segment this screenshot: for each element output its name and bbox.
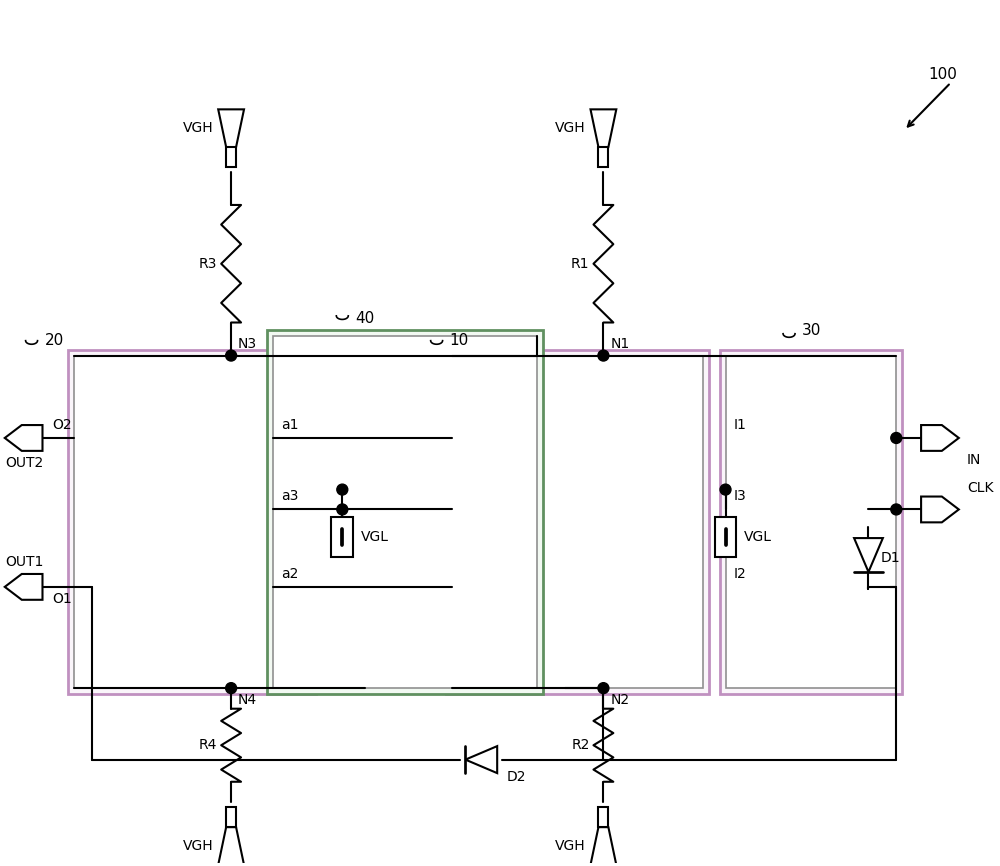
Text: a1: a1 [281,418,298,432]
Text: R3: R3 [199,256,217,271]
Text: I2: I2 [733,567,746,581]
Text: 40: 40 [355,312,374,326]
Bar [273,336,537,688]
Text: 10: 10 [450,333,469,348]
Text: R2: R2 [571,738,590,753]
Polygon shape [226,807,236,827]
Bar [331,517,353,557]
Polygon shape [598,807,608,827]
Text: O1: O1 [52,591,72,606]
Text: VGL: VGL [361,530,389,544]
Polygon shape [598,147,608,167]
Polygon shape [226,147,236,167]
Text: D1: D1 [880,551,900,565]
Text: O2: O2 [52,418,72,432]
Polygon shape [5,574,42,600]
Circle shape [891,504,902,515]
Bar [715,517,736,557]
Polygon shape [218,109,244,147]
Polygon shape [921,496,959,522]
Bar [446,350,709,695]
Bar [267,330,543,695]
Circle shape [337,504,348,515]
Text: a3: a3 [281,489,298,503]
Circle shape [226,350,237,361]
Polygon shape [591,109,616,147]
Bar [74,356,311,688]
Text: I1: I1 [733,418,746,432]
Polygon shape [854,538,883,572]
Circle shape [598,682,609,694]
Polygon shape [5,425,42,451]
Text: 100: 100 [928,67,957,82]
Circle shape [891,432,902,443]
Text: OUT2: OUT2 [5,456,43,470]
Text: IN: IN [967,453,981,467]
Text: VGH: VGH [555,121,586,135]
Circle shape [226,682,237,694]
Text: D2: D2 [507,770,527,784]
Circle shape [720,484,731,495]
Polygon shape [218,827,244,865]
Text: VGL: VGL [744,530,772,544]
Text: N1: N1 [610,337,630,351]
Text: R4: R4 [199,738,217,753]
Text: VGH: VGH [183,839,213,853]
Bar [452,356,703,688]
Text: VGH: VGH [555,839,586,853]
Text: R1: R1 [571,256,590,271]
Text: 30: 30 [802,323,821,339]
Text: OUT1: OUT1 [5,555,43,569]
Polygon shape [921,425,959,451]
Bar [68,350,316,695]
Text: CLK: CLK [967,481,993,494]
Polygon shape [591,827,616,865]
Bar [726,356,896,688]
Text: 20: 20 [44,333,64,348]
Text: I3: I3 [733,489,746,503]
Circle shape [337,484,348,495]
Text: VGH: VGH [183,121,213,135]
Text: N2: N2 [610,693,629,708]
Circle shape [598,350,609,361]
Polygon shape [465,746,497,773]
Text: a2: a2 [281,567,298,581]
Text: N3: N3 [238,337,257,351]
Text: N4: N4 [238,693,257,708]
Bar [720,350,902,695]
